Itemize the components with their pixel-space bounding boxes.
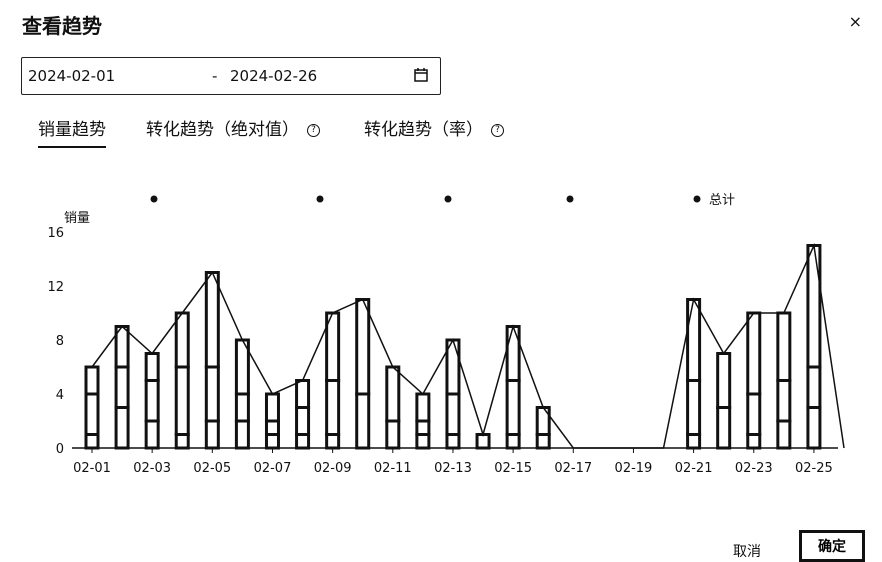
bar-segment xyxy=(355,392,371,450)
cancel-button[interactable]: 取消 xyxy=(733,544,761,560)
bar-segment xyxy=(535,406,551,436)
calendar-icon[interactable] xyxy=(414,68,428,82)
y-tick-label: 12 xyxy=(47,280,64,295)
bar-segment xyxy=(445,392,461,436)
bar-segment xyxy=(144,352,160,382)
bar-segment xyxy=(776,419,792,450)
tab-label: 销量趋势 xyxy=(38,120,106,140)
bar-segment xyxy=(686,433,702,450)
bar-segment xyxy=(415,433,431,450)
bar-segment xyxy=(234,392,250,423)
x-tick-label: 02-25 xyxy=(795,461,833,476)
help-circle-icon[interactable]: ? xyxy=(307,123,320,137)
legend-marker xyxy=(150,195,158,203)
x-tick-label: 02-03 xyxy=(133,461,171,476)
bar-segment xyxy=(325,433,341,450)
bar-segment xyxy=(415,419,431,436)
legend-marker xyxy=(316,195,324,203)
x-tick-label: 02-05 xyxy=(193,461,231,476)
tab-label: 转化趋势（绝对值） xyxy=(146,120,299,140)
x-tick-label: 02-11 xyxy=(374,461,412,476)
bar-segment xyxy=(806,244,822,369)
bar-segment xyxy=(746,433,762,450)
tab-label: 转化趋势（率） xyxy=(364,120,483,140)
legend-marker xyxy=(444,195,452,203)
bar-segment xyxy=(264,419,280,436)
bar-segment xyxy=(686,298,702,382)
x-tick-label: 02-15 xyxy=(494,461,532,476)
bar-segment xyxy=(84,392,100,436)
bar-segment xyxy=(686,379,702,436)
legend-marker xyxy=(566,195,574,203)
x-tick-label: 02-21 xyxy=(675,461,713,476)
dialog-title: 查看趋势 xyxy=(22,14,102,38)
bar-segment xyxy=(325,379,341,436)
y-tick-label: 16 xyxy=(47,226,64,241)
total-line xyxy=(91,242,845,449)
bar-segment xyxy=(204,419,220,450)
bar-segment xyxy=(746,392,762,436)
bar-segment xyxy=(84,365,100,396)
end-date-input[interactable]: 2024-02-26 xyxy=(230,67,318,85)
bar-segment xyxy=(174,311,190,369)
bar-segment xyxy=(114,406,130,450)
close-icon[interactable]: × xyxy=(848,12,862,31)
y-tick-label: 4 xyxy=(56,388,64,403)
bar-segment xyxy=(174,433,190,450)
bar-segment xyxy=(806,365,822,409)
x-tick-label: 02-01 xyxy=(73,461,111,476)
bar-segment xyxy=(204,365,220,423)
bar-segment xyxy=(295,406,311,436)
bar-segment xyxy=(445,433,461,450)
bar-segment xyxy=(746,311,762,396)
bar-segment xyxy=(295,379,311,409)
bar-segment xyxy=(295,433,311,450)
bar-segment xyxy=(264,392,280,423)
sales-trend-chart: 销量 0 4 8 12 16 02-01 02-03 02-05 02-07 02-09 02-11 0… xyxy=(47,193,845,476)
y-tick-label: 8 xyxy=(56,334,64,349)
legend-label: 总计 xyxy=(709,193,735,208)
start-date-input[interactable]: 2024-02-01 xyxy=(28,67,116,85)
bar-segment xyxy=(535,433,551,450)
legend-marker xyxy=(693,195,701,203)
confirm-button[interactable]: 确定 xyxy=(799,530,865,562)
x-tick-label: 02-07 xyxy=(254,461,292,476)
y-axis-label: 销量 xyxy=(64,211,90,226)
x-tick-label: 02-17 xyxy=(554,461,592,476)
bar-segment xyxy=(385,365,401,423)
bar-segment xyxy=(505,325,521,382)
help-circle-icon[interactable]: ? xyxy=(491,123,504,137)
bar-segment xyxy=(716,352,732,409)
tab-conversion-rate[interactable]: 转化趋势（率）? xyxy=(364,115,504,140)
x-tick-label: 02-23 xyxy=(735,461,773,476)
bar-segment xyxy=(144,379,160,423)
bar-segment xyxy=(716,406,732,450)
y-tick-label: 0 xyxy=(56,442,64,457)
bar-segment xyxy=(415,392,431,423)
x-tick-label: 02-19 xyxy=(615,461,653,476)
bar-segment xyxy=(84,433,100,450)
bar-segment xyxy=(776,379,792,423)
bar-segment xyxy=(204,271,220,369)
bar-segment xyxy=(264,433,280,450)
bar-segment xyxy=(806,406,822,450)
date-range-picker[interactable]: 2024-02-01 - 2024-02-26 xyxy=(21,57,441,95)
bar-segment xyxy=(505,379,521,436)
bar-segment xyxy=(234,419,250,450)
bar-segment xyxy=(776,311,792,382)
bar-segment xyxy=(505,433,521,450)
bar-segment xyxy=(114,365,130,409)
bar-segment xyxy=(385,419,401,450)
bar-segment xyxy=(355,298,371,396)
bar-segment xyxy=(144,419,160,450)
tab-conversion-absolute[interactable]: 转化趋势（绝对值）? xyxy=(146,115,320,140)
x-tick-label: 02-13 xyxy=(434,461,472,476)
x-tick-label: 02-09 xyxy=(314,461,352,476)
bar-segment xyxy=(174,365,190,436)
date-separator: - xyxy=(212,67,218,85)
tab-sales-trend[interactable]: 销量趋势 xyxy=(38,115,106,148)
